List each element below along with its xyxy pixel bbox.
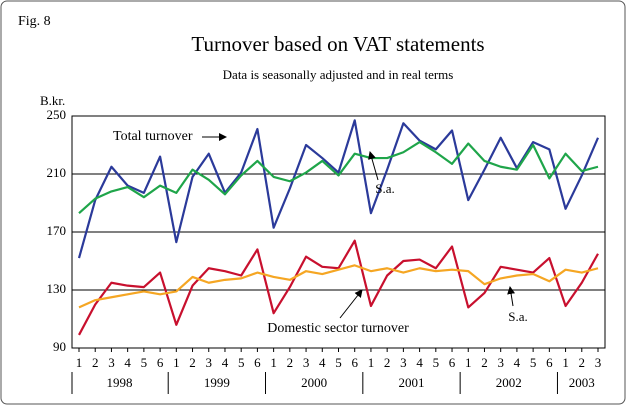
x-tick-label: 4 (514, 355, 521, 370)
y-tick-label: 130 (47, 281, 67, 296)
series-line (78, 264, 599, 309)
x-tick-label: 5 (433, 355, 440, 370)
year-label: 2001 (398, 375, 424, 390)
year-label: 2002 (496, 375, 522, 390)
year-label: 2003 (569, 375, 595, 390)
x-tick-label: 5 (141, 355, 148, 370)
x-tick-label: 5 (530, 355, 537, 370)
x-tick-label: 3 (108, 355, 115, 370)
x-tick-label: 5 (335, 355, 342, 370)
year-label: 1999 (204, 375, 230, 390)
y-tick-label: 210 (47, 165, 67, 180)
annotation-arrow (368, 151, 379, 181)
x-tick-label: 4 (319, 355, 326, 370)
x-tick-label: 3 (497, 355, 504, 370)
series-line (77, 119, 600, 259)
y-tick-label: 250 (47, 107, 67, 122)
chart-title: Turnover based on VAT statements (191, 32, 484, 56)
series-line (78, 239, 599, 336)
x-tick-label: 4 (416, 355, 423, 370)
x-tick-label: 1 (76, 355, 83, 370)
x-tick-label: 2 (92, 355, 99, 370)
year-label: 2000 (301, 375, 327, 390)
series-annotation: S.a. (508, 309, 528, 324)
figure-label: Fig. 8 (18, 14, 51, 29)
x-tick-label: 1 (270, 355, 277, 370)
y-tick-label: 90 (53, 339, 66, 354)
series-annotation: Total turnover (113, 129, 193, 144)
x-tick-label: 6 (254, 355, 261, 370)
x-tick-label: 6 (449, 355, 456, 370)
annotation-arrow (507, 286, 516, 307)
series-annotation: Domestic sector turnover (267, 321, 409, 336)
series-line (78, 141, 599, 214)
x-tick-label: 4 (124, 355, 131, 370)
x-tick-label: 3 (303, 355, 310, 370)
x-tick-label: 4 (222, 355, 229, 370)
x-tick-label: 6 (546, 355, 553, 370)
x-tick-label: 1 (465, 355, 472, 370)
x-tick-label: 1 (173, 355, 180, 370)
y-tick-label: 170 (47, 223, 67, 238)
x-tick-label: 2 (287, 355, 294, 370)
x-tick-label: 5 (238, 355, 245, 370)
x-tick-label: 3 (595, 355, 602, 370)
x-tick-label: 6 (351, 355, 358, 370)
x-tick-label: 6 (157, 355, 164, 370)
year-label: 1998 (107, 375, 133, 390)
x-tick-label: 3 (206, 355, 213, 370)
x-tick-label: 1 (562, 355, 569, 370)
y-axis-label: B.kr. (40, 93, 65, 108)
x-tick-label: 2 (189, 355, 196, 370)
x-tick-label: 1 (368, 355, 375, 370)
series-annotation: S.a. (375, 181, 395, 196)
x-tick-label: 2 (481, 355, 488, 370)
annotation-arrow (339, 289, 363, 319)
x-tick-label: 3 (400, 355, 407, 370)
chart-subtitle: Data is seasonally adjusted and in real … (223, 67, 454, 82)
x-tick-label: 2 (579, 355, 586, 370)
x-tick-label: 2 (384, 355, 391, 370)
